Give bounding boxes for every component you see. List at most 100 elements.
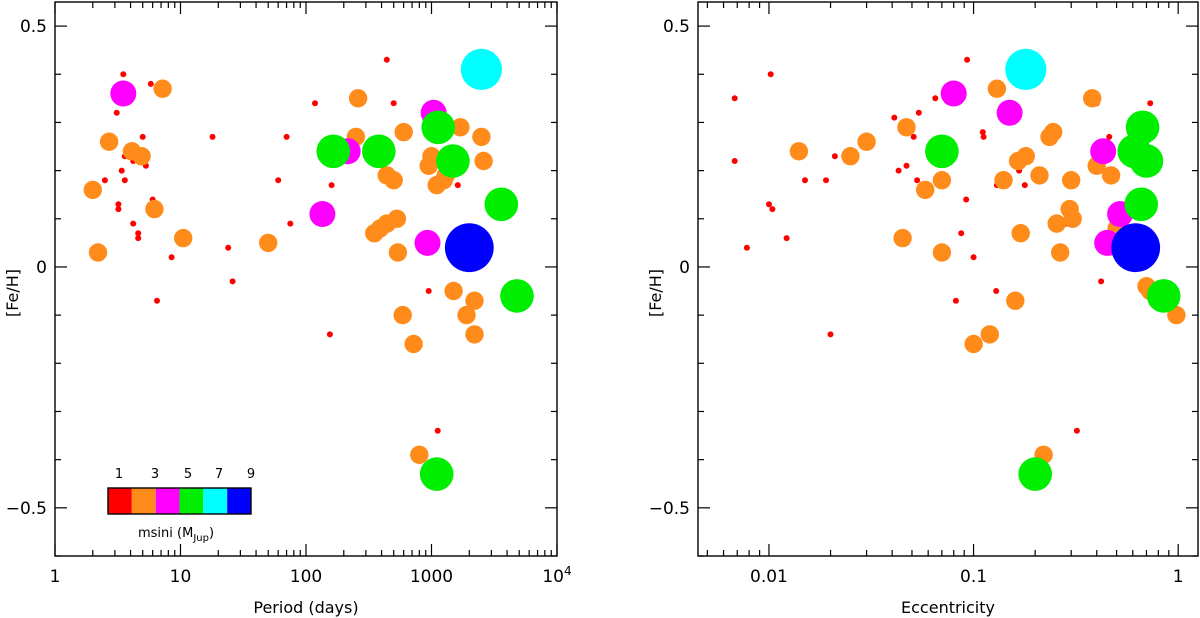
y-tick-label: 0.5 [663,17,690,37]
data-point [1124,187,1158,222]
data-point [309,201,336,227]
colorbar-tick-9: 9 [247,467,255,482]
data-point [153,79,172,98]
x-tick-label: 1000 [410,567,453,587]
data-point [88,243,108,262]
data-point [897,118,916,137]
data-point [980,133,987,140]
data-point [827,331,834,338]
data-point [434,427,441,434]
data-point [139,133,146,140]
data-point [980,325,999,344]
data-point [841,147,860,166]
data-point [444,223,494,273]
data-point [387,209,407,228]
data-point [383,56,390,63]
data-point [287,220,294,227]
data-point [903,162,910,169]
data-point [831,153,838,160]
data-point [964,334,983,354]
data-point [916,180,935,200]
data-point [410,445,429,464]
data-point [963,196,970,203]
data-point [1111,223,1161,273]
data-point [316,134,351,169]
data-point [328,182,335,189]
x-tick-label: 0.01 [750,567,788,587]
data-point [1073,427,1080,434]
data-point [1005,48,1047,90]
data-point [465,291,484,310]
data-point [275,177,282,184]
data-point [1016,147,1035,166]
data-point [404,334,423,354]
data-point [802,177,808,184]
data-point [1044,122,1063,142]
data-point [891,114,898,121]
data-point [1146,279,1181,313]
data-point [1021,182,1028,189]
data-point [789,142,809,161]
data-point [987,79,1007,98]
data-point [110,80,137,107]
plot-frame [697,1,1199,557]
data-point [326,331,333,338]
x-tick-label: 100 [290,567,322,587]
data-point [925,134,959,169]
data-point [113,109,120,116]
data-point [83,180,103,200]
data-point [857,132,876,151]
data-point [1063,209,1082,228]
data-point [1051,243,1070,262]
colorbar-tick-3: 3 [151,467,159,482]
x-tick-label: 1 [50,567,61,587]
data-point [390,100,397,107]
data-point [1030,166,1049,185]
data-point [993,288,1000,294]
data-point [893,228,912,248]
data-point [436,144,470,178]
period-panel: 1 10 100 1000 104 −0.5 0 0.5 Period (days) [Fe/H] [3,1,572,617]
data-point [457,305,476,325]
data-point [101,177,108,184]
data-point [958,230,965,237]
y-axis-label: [Fe/H] [3,269,22,317]
data-point [472,127,491,147]
data-point [1125,110,1160,145]
x-axis-label: Period (days) [253,598,358,617]
data-point [225,244,232,251]
data-point [996,99,1023,126]
data-point [121,177,128,184]
colorbar-band [227,488,251,514]
x-tick-label: 104 [542,564,571,587]
data-point [910,133,917,140]
data-point [115,201,122,208]
data-point [209,133,216,140]
x-axis-label: Eccentricity [901,598,995,617]
data-point [1018,457,1052,491]
y-tick-label: 0 [36,258,47,278]
data-point [766,201,772,208]
data-point [118,167,125,174]
data-point [460,48,502,90]
colorbar-band [179,488,204,514]
data-point [952,297,959,304]
data-point [940,80,967,107]
data-point [283,133,290,140]
data-point [1006,291,1025,310]
data-point [1106,133,1113,140]
data-point [743,244,750,251]
data-point [914,177,921,184]
data-point [465,325,484,344]
y-tick-label: −0.5 [649,499,690,519]
data-point [419,457,454,491]
colorbar-frame [107,487,252,515]
x-tick-label: 1 [1173,567,1184,587]
data-point [451,118,470,137]
data-point [474,151,493,171]
data-point [393,305,412,325]
data-point [1047,214,1066,233]
data-point [444,281,463,301]
colorbar-label: msini (MJup) [138,526,214,544]
data-point [135,230,142,237]
